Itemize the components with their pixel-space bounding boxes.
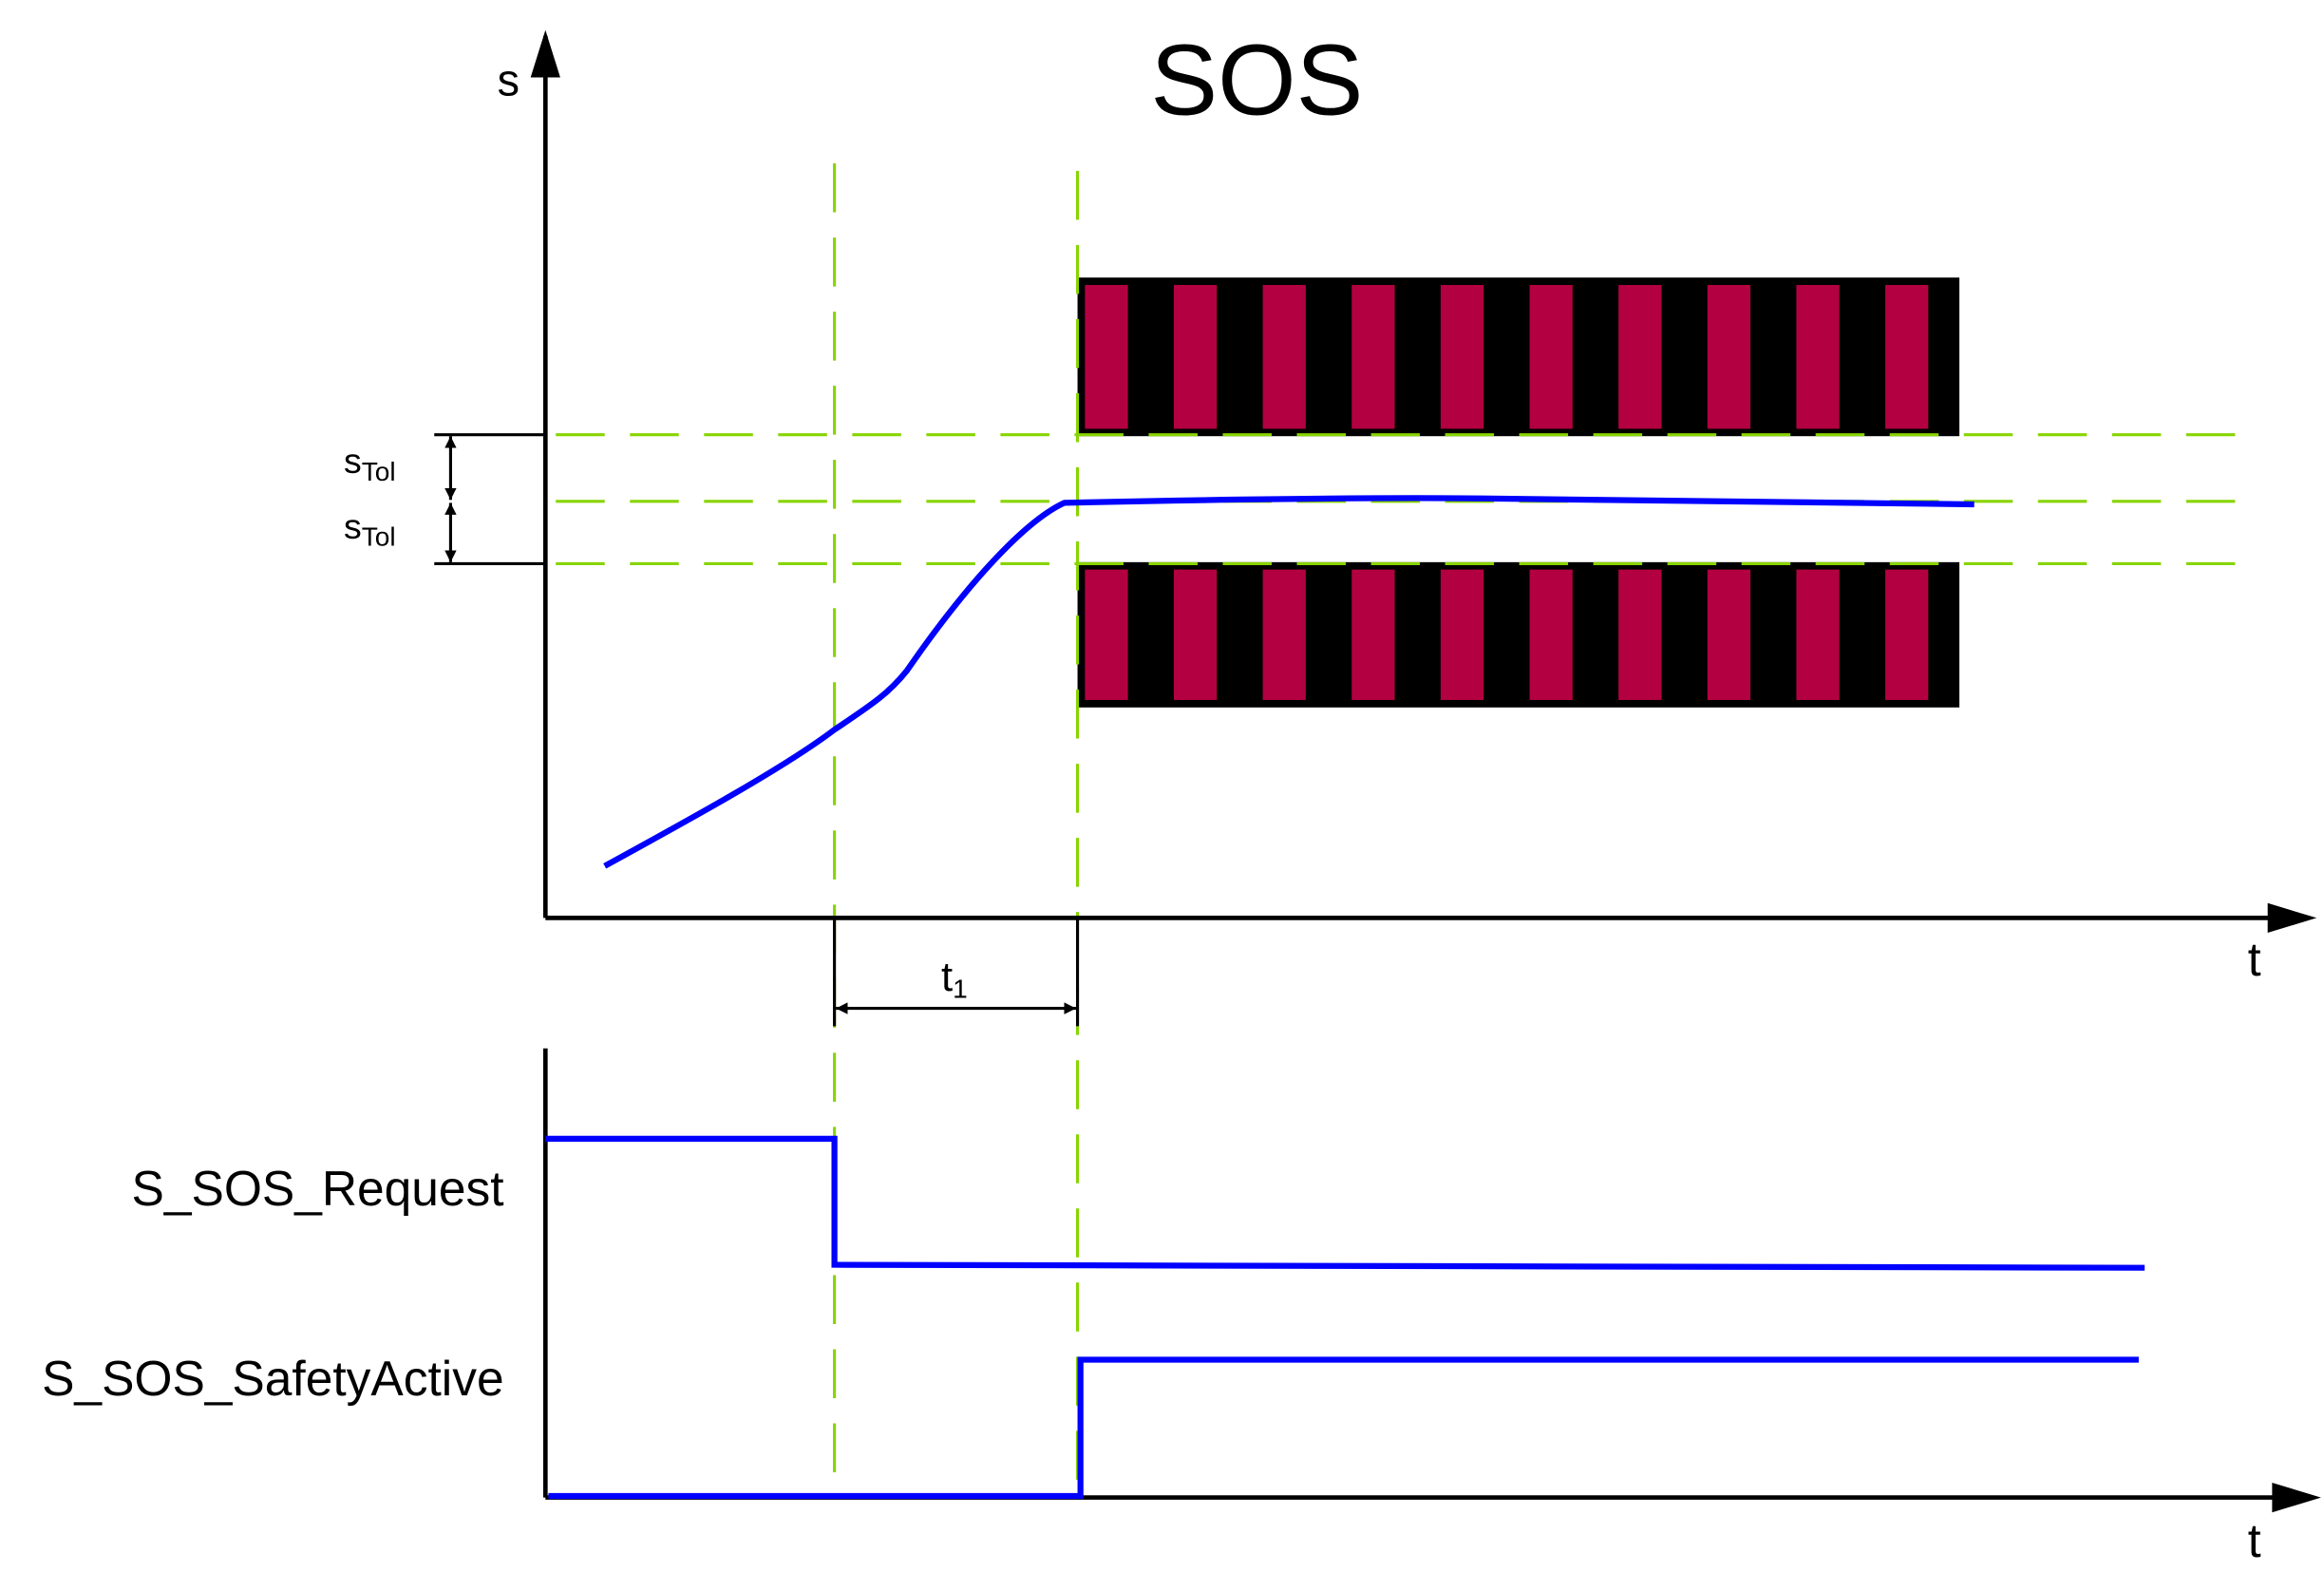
position-curve: [603, 495, 1974, 869]
zone-stripe: [1173, 569, 1218, 700]
upper-forbidden-zone: [1077, 277, 1960, 437]
zone-stripe: [1529, 285, 1573, 429]
tolerance-label-upper: sTol: [344, 441, 396, 486]
upper-y-axis-label: s: [498, 55, 520, 104]
diagram-title: SOS: [1150, 25, 1363, 137]
lower-x-arrow-icon: [2272, 1482, 2321, 1513]
zone-stripe: [1085, 569, 1128, 700]
t1-label: t1: [941, 954, 968, 1004]
zone-stripe: [1085, 285, 1128, 429]
zone-stripe: [1707, 285, 1751, 429]
zone-stripe: [1796, 285, 1840, 429]
zone-stripe: [1618, 569, 1662, 700]
zone-stripe: [1618, 285, 1662, 429]
zone-stripe: [1529, 569, 1573, 700]
lower-forbidden-zone: [1077, 561, 1960, 708]
zone-stripe: [1796, 569, 1840, 700]
zone-stripe: [1885, 285, 1929, 429]
lower-x-axis-label: t: [2248, 1514, 2261, 1567]
zone-stripe: [1707, 569, 1751, 700]
zone-stripe: [1173, 285, 1218, 429]
signal-trace-safety-active: [548, 1356, 2139, 1500]
zone-stripe: [1440, 285, 1484, 429]
tolerance-label-lower: sTol: [344, 506, 396, 552]
zone-stripe: [1262, 569, 1306, 700]
upper-x-axis-label: t: [2248, 933, 2261, 986]
zone-stripe: [1440, 569, 1484, 700]
signal-trace-request: [545, 1135, 2145, 1271]
zone-stripe: [1351, 285, 1395, 429]
guide-lines: [556, 163, 2239, 1493]
zone-stripe: [1262, 285, 1306, 429]
upper-x-arrow-icon: [2267, 902, 2317, 933]
upper-y-arrow-icon: [530, 29, 560, 78]
zone-stripe: [1351, 569, 1395, 700]
signal-label-request: S_SOS_Request: [132, 1161, 504, 1216]
signal-label-safety-active: S_SOS_SafetyActive: [42, 1351, 504, 1406]
zone-stripe: [1885, 569, 1929, 700]
